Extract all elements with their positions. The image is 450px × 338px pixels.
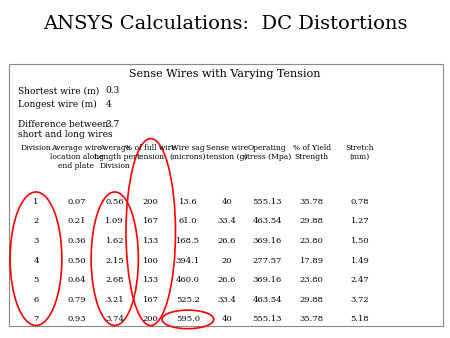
Text: 4: 4 xyxy=(33,257,39,265)
Text: 61.0: 61.0 xyxy=(179,217,197,225)
Text: 0.3: 0.3 xyxy=(106,86,120,95)
Text: Stretch
(mm): Stretch (mm) xyxy=(346,144,374,161)
Text: 0.79: 0.79 xyxy=(67,296,86,304)
Text: 3.21: 3.21 xyxy=(105,296,124,304)
Text: 394.1: 394.1 xyxy=(176,257,200,265)
Bar xyxy=(9,64,443,326)
Text: Division: Division xyxy=(21,144,51,152)
Text: Average
Length per
Division: Average Length per Division xyxy=(94,144,136,170)
Text: 0.21: 0.21 xyxy=(67,217,86,225)
Text: 5.18: 5.18 xyxy=(351,315,369,323)
Text: 35.78: 35.78 xyxy=(300,198,324,206)
Text: 200: 200 xyxy=(143,198,158,206)
Text: 5: 5 xyxy=(33,276,39,284)
Text: 1.09: 1.09 xyxy=(105,217,124,225)
Text: 369.16: 369.16 xyxy=(253,237,282,245)
Text: 0.07: 0.07 xyxy=(67,198,86,206)
Text: 133: 133 xyxy=(143,237,159,245)
Text: 29.88: 29.88 xyxy=(300,217,324,225)
Text: % of Yield
Strength: % of Yield Strength xyxy=(292,144,331,161)
Text: 555.13: 555.13 xyxy=(252,198,282,206)
Text: 463.54: 463.54 xyxy=(252,296,282,304)
Text: 3: 3 xyxy=(33,237,39,245)
Text: 1.62: 1.62 xyxy=(105,237,124,245)
Text: 2.68: 2.68 xyxy=(105,276,124,284)
Text: 463.54: 463.54 xyxy=(252,217,282,225)
Text: 33.4: 33.4 xyxy=(217,217,236,225)
Text: ANSYS Calculations:  DC Distortions: ANSYS Calculations: DC Distortions xyxy=(43,15,407,33)
Text: 525.2: 525.2 xyxy=(176,296,200,304)
Text: 1.49: 1.49 xyxy=(351,257,369,265)
Text: Shortest wire (m): Shortest wire (m) xyxy=(18,86,99,95)
Text: 26.6: 26.6 xyxy=(218,237,236,245)
Text: 555.13: 555.13 xyxy=(252,315,282,323)
Text: 2: 2 xyxy=(33,217,39,225)
Text: 33.4: 33.4 xyxy=(217,296,236,304)
Text: 0.93: 0.93 xyxy=(67,315,86,323)
Text: 2.47: 2.47 xyxy=(351,276,369,284)
Text: 6: 6 xyxy=(33,296,39,304)
Text: % of full wire
tension: % of full wire tension xyxy=(126,144,176,161)
Text: 1.27: 1.27 xyxy=(351,217,369,225)
Text: 369.16: 369.16 xyxy=(253,276,282,284)
Text: 3.74: 3.74 xyxy=(105,315,124,323)
Text: 23.80: 23.80 xyxy=(300,276,324,284)
Text: 1: 1 xyxy=(33,198,39,206)
Text: 0.64: 0.64 xyxy=(67,276,86,284)
Text: 23.80: 23.80 xyxy=(300,237,324,245)
Text: 0.50: 0.50 xyxy=(67,257,86,265)
Text: 0.36: 0.36 xyxy=(67,237,86,245)
Text: 168.5: 168.5 xyxy=(176,237,200,245)
Text: 200: 200 xyxy=(143,315,158,323)
Text: 100: 100 xyxy=(143,257,159,265)
Text: 4: 4 xyxy=(106,100,112,109)
Text: Difference between
short and long wires: Difference between short and long wires xyxy=(18,120,112,139)
Text: 20: 20 xyxy=(221,257,232,265)
Text: 595.0: 595.0 xyxy=(176,315,200,323)
Text: 40: 40 xyxy=(221,315,232,323)
Text: 1.50: 1.50 xyxy=(351,237,369,245)
Text: 26.6: 26.6 xyxy=(218,276,236,284)
Text: 13.6: 13.6 xyxy=(179,198,197,206)
Text: 167: 167 xyxy=(143,296,159,304)
Text: 17.89: 17.89 xyxy=(300,257,324,265)
Text: 460.0: 460.0 xyxy=(176,276,200,284)
Text: 35.78: 35.78 xyxy=(300,315,324,323)
Text: 167: 167 xyxy=(143,217,159,225)
Text: Operating
stress (Mpa): Operating stress (Mpa) xyxy=(243,144,292,161)
Text: 3.72: 3.72 xyxy=(351,296,369,304)
Text: Longest wire (m): Longest wire (m) xyxy=(18,100,97,109)
Text: 2.15: 2.15 xyxy=(105,257,124,265)
Text: 7: 7 xyxy=(33,315,39,323)
Text: 3.7: 3.7 xyxy=(106,120,120,129)
Text: Average wire
location along
end plate: Average wire location along end plate xyxy=(50,144,104,170)
Text: 40: 40 xyxy=(221,198,232,206)
Text: 0.56: 0.56 xyxy=(105,198,124,206)
Text: 0.78: 0.78 xyxy=(351,198,369,206)
Text: Sense Wires with Varying Tension: Sense Wires with Varying Tension xyxy=(129,69,321,79)
Text: 29.88: 29.88 xyxy=(300,296,324,304)
Text: 277.57: 277.57 xyxy=(252,257,282,265)
Text: Sense wire
tension (g): Sense wire tension (g) xyxy=(206,144,248,161)
Text: 133: 133 xyxy=(143,276,159,284)
Text: Wire sag
(microns): Wire sag (microns) xyxy=(170,144,206,161)
